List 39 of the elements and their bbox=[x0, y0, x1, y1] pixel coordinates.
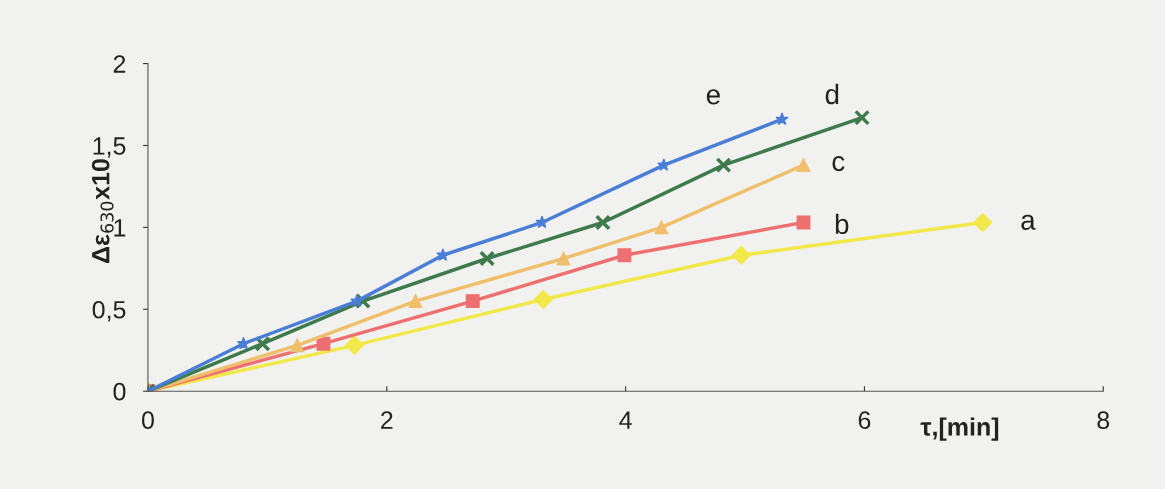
series-label: a bbox=[1021, 214, 1036, 230]
point bbox=[408, 294, 423, 309]
x-tick-label: 8 bbox=[1097, 411, 1110, 430]
point bbox=[731, 245, 751, 265]
y-tick-label: 0,5 bbox=[92, 300, 126, 322]
point bbox=[316, 336, 331, 351]
series-label: b bbox=[835, 213, 849, 235]
series-label: c bbox=[832, 155, 845, 172]
x-tick-label: 2 bbox=[381, 411, 393, 429]
point bbox=[796, 158, 811, 173]
point bbox=[465, 294, 480, 309]
x-tick-label: 0 bbox=[141, 411, 154, 430]
point bbox=[535, 215, 549, 229]
point bbox=[854, 109, 871, 126]
x-axis-title: τ,[min] bbox=[920, 417, 999, 441]
point bbox=[290, 338, 305, 353]
y-tick-label: 1 bbox=[114, 219, 126, 237]
point bbox=[973, 212, 993, 233]
point bbox=[533, 289, 553, 309]
point bbox=[594, 214, 611, 231]
series-label: e bbox=[706, 89, 720, 105]
point bbox=[479, 250, 496, 267]
point bbox=[654, 220, 669, 235]
point bbox=[617, 248, 632, 263]
y-tick-label: 1,5 bbox=[93, 137, 126, 158]
point bbox=[556, 251, 571, 266]
point bbox=[350, 294, 364, 307]
y-tick-label: 2 bbox=[113, 55, 126, 73]
x-tick-label: 4 bbox=[619, 411, 632, 429]
y-axis-title: Δε$_{630}$x10 bbox=[91, 159, 114, 263]
point bbox=[715, 157, 732, 174]
point bbox=[657, 158, 671, 171]
series-label: d bbox=[825, 83, 839, 105]
point bbox=[236, 336, 251, 350]
x-tick-label: 6 bbox=[858, 411, 871, 430]
y-tick-label: 0 bbox=[113, 382, 126, 401]
point bbox=[436, 248, 450, 261]
point bbox=[775, 112, 789, 126]
point bbox=[345, 335, 365, 355]
